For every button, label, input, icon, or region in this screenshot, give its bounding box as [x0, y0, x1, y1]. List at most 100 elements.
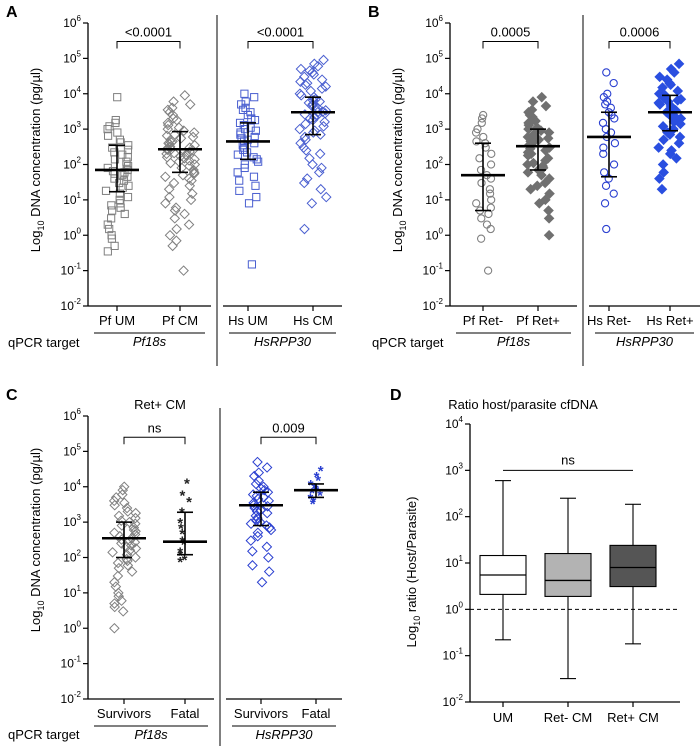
panel-b-ylabel: Log10 DNA concentration (pg/µl): [390, 68, 408, 252]
panel-d-category-label: Ret- CM: [544, 710, 592, 725]
panel-b-tick-label: 101: [425, 191, 443, 207]
panel-a-data-point: [250, 93, 259, 102]
panel-c-data-point: [254, 516, 266, 528]
panel-c-target-label: HsRPP30: [255, 727, 313, 742]
panel-c-tick-label: 10-2: [61, 690, 82, 706]
panel-c-data-point: [130, 512, 141, 524]
panel-b-data-point: [476, 165, 486, 175]
panel-b-data-point: [544, 188, 555, 199]
panel-a-data-point: [113, 128, 122, 137]
panel-a-data-point: [164, 229, 176, 241]
panel-a-tick-label: 102: [63, 156, 81, 172]
panel-b-data-point: [531, 180, 543, 192]
panel-b-tick-label: 10-1: [423, 262, 444, 278]
panel-b-data-point: [601, 181, 611, 190]
panel-b-category-label: Hs Ret+: [646, 313, 693, 328]
panel-b-data-point: [481, 143, 490, 152]
panel-d-tick-label: 10-1: [443, 647, 464, 663]
panel-a-data-point: [160, 171, 171, 183]
panel-c-data-point: [253, 467, 265, 478]
panel-a-data-point: [316, 162, 327, 174]
panel-c-tick-label: 10-1: [61, 655, 82, 671]
panel-label-b: B: [368, 4, 380, 21]
panel-a-data-point: [168, 147, 180, 159]
panel-a-data-point: [240, 89, 249, 98]
panel-c-data-point: [245, 535, 257, 546]
panel-c-data-point: [251, 490, 263, 502]
panel-b-data-point: [599, 149, 608, 159]
panel-a-data-point: [124, 181, 133, 190]
panel-a-data-point: [251, 181, 260, 190]
panel-c-data-point: [109, 576, 120, 588]
panel-c-data-point: [258, 481, 269, 493]
panel-b-bracket: [482, 40, 539, 49]
panel-d-tick-label: 104: [445, 415, 463, 431]
panel-c-p-value: 0.009: [272, 420, 305, 435]
panel-a-data-point: [307, 159, 318, 170]
panel-b-data-point: [540, 194, 551, 206]
panel-a-data-point: [118, 150, 127, 159]
panel-c-data-point: *: [177, 515, 183, 532]
panel-c-data-point: [115, 515, 127, 526]
panel-b-tick-label: 106: [425, 14, 443, 30]
panel-c-data-point: [119, 497, 130, 509]
panel-b-tick-label: 105: [425, 49, 443, 65]
panel-a-tick-label: 10-1: [61, 262, 82, 278]
panel-b-tick-label: 100: [425, 226, 443, 242]
panel-c-data-point: [122, 560, 134, 571]
panel-a-tick-label: 104: [63, 85, 81, 101]
panel-a-data-point: [110, 174, 119, 183]
panel-c-data-point: [113, 590, 125, 602]
panel-c-data-point: *: [177, 554, 183, 571]
panel-c-tick-label: 106: [63, 407, 81, 423]
panel-b-data-point: [671, 152, 682, 164]
panel-c-data-point: [113, 510, 125, 522]
panel-a-data-point: [105, 224, 114, 234]
panel-a-tick-label: 101: [63, 191, 81, 207]
panel-c-data-point: [265, 524, 277, 536]
panel-a-data-point: [246, 108, 255, 117]
panel-a-data-point: [314, 96, 326, 107]
panel-c-category-label: Fatal: [302, 706, 331, 721]
panel-c-data-point: [107, 547, 118, 558]
panel-d-category-label: Ret+ CM: [607, 710, 659, 725]
panel-a-data-point: [110, 155, 120, 164]
panel-a-data-point: [179, 152, 190, 164]
panel-c-data-point: [130, 507, 142, 519]
panel-a-data-point: [171, 223, 182, 235]
panel-label-d: D: [390, 387, 402, 404]
panel-a-tick-label: 100: [63, 226, 81, 242]
panel-d-title: Ratio host/parasite cfDNA: [448, 397, 598, 412]
panel-c-data-point: [116, 595, 127, 607]
panel-b-data-point: [482, 220, 492, 229]
panel-a-data-point: [179, 208, 190, 220]
panel-label-a: A: [6, 4, 18, 21]
panel-a-category-label: Hs CM: [293, 313, 333, 328]
panel-b-data-point: [534, 197, 545, 209]
panel-d-tick-label: 10-2: [443, 693, 464, 709]
panel-c-data-point: *: [177, 548, 183, 565]
panel-c-data-point: *: [180, 488, 186, 505]
panel-a-data-point: [123, 192, 133, 202]
panel-a-data-point: [315, 183, 327, 195]
panel-a-data-point: [184, 99, 196, 110]
panel-c-data-point: *: [314, 469, 320, 486]
panel-b-data-point: [472, 199, 481, 208]
panel-b-data-point: [656, 183, 668, 195]
panel-a-data-point: [312, 106, 323, 118]
panel-b-data-point: [602, 224, 611, 234]
panel-b-p-value: 0.0006: [620, 24, 660, 39]
panel-a-data-point: [320, 105, 331, 116]
panel-b-data-point: [477, 214, 486, 223]
panel-b-data-point: [599, 168, 609, 177]
panel-a-data-point: [314, 148, 326, 160]
panel-a-data-point: [233, 150, 242, 159]
panel-c-title: Ret+ CM: [134, 397, 186, 412]
panel-b-data-point: [602, 68, 611, 77]
panel-b-data-point: [475, 154, 484, 163]
panel-b-data-point: [477, 118, 486, 128]
panel-b-data-point: [542, 133, 554, 144]
panel-c-qpcr-label: qPCR target: [8, 727, 80, 742]
panel-a-data-point: [171, 235, 182, 247]
panel-a-data-point: [103, 125, 112, 134]
